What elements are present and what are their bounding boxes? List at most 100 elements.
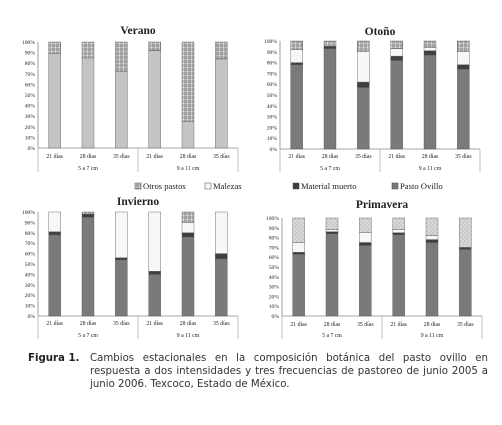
- x-tick-label: 35 días: [457, 322, 474, 328]
- legend-label-pasto-ovillo: Pasto Ovillo: [400, 181, 443, 191]
- y-tick-label: 80%: [25, 61, 36, 67]
- bar-otono-pasto-ovillo-2: [357, 87, 370, 150]
- bar-otono-otros-pastos-3: [390, 40, 403, 49]
- panel-title-invierno: Invierno: [117, 196, 159, 208]
- bar-verano-pasto-ovillo-1: [81, 57, 95, 149]
- bar-invierno-material-muerto-1: [81, 213, 95, 218]
- bar-verano-otros-pastos-2: [115, 41, 128, 72]
- y-tick-label: 50%: [25, 262, 36, 268]
- bar-invierno-otros-pastos-4: [181, 211, 195, 223]
- y-tick-label: 100%: [266, 216, 279, 222]
- bar-invierno-malezas-3: [148, 211, 161, 272]
- y-tick-label: 0%: [28, 146, 36, 152]
- bar-verano-pasto-ovillo-5: [215, 58, 228, 149]
- bar-invierno-material-muerto-0: [48, 231, 61, 236]
- bar-invierno-pasto-ovillo-3: [148, 274, 161, 317]
- y-tick-label: 70%: [267, 71, 278, 77]
- bar-otono-otros-pastos-5: [457, 40, 470, 53]
- chart-panels: Verano 0% 10% 20% 30% 40% 50% 60% 70% 80% 90% 100% 2…: [22, 25, 483, 339]
- x-tick-label: 21 días: [290, 322, 307, 328]
- x-tick-label: 28 días: [180, 321, 197, 327]
- y-tick-label: 60%: [25, 252, 36, 258]
- bar-otono-otros-pastos-1: [323, 40, 337, 47]
- chart-legend: Otros pastos Malezas Material muerto Pasto …: [134, 181, 443, 191]
- bar-verano-pasto-ovillo-4: [181, 121, 195, 149]
- bar-invierno-malezas-4: [181, 222, 195, 233]
- y-tick-label: 90%: [25, 220, 36, 226]
- bar-otono-material-muerto-2: [357, 81, 370, 88]
- y-tick-label: 0%: [270, 147, 278, 153]
- y-tick-label: 70%: [25, 72, 36, 78]
- y-tick-label: 70%: [269, 245, 280, 251]
- bar-primavera-malezas-0: [292, 242, 305, 253]
- panel-title-verano: Verano: [120, 25, 156, 37]
- bar-invierno-otros-pastos-1: [81, 211, 95, 215]
- panel-primavera: Primavera 0% 10% 20% 30% 40% 50% 60% 70% 80% 90% 10…: [266, 199, 483, 339]
- y-tick-label: 60%: [25, 82, 36, 88]
- y-tick-label: 40%: [267, 104, 278, 110]
- bar-primavera-otros-pastos-1: [325, 217, 339, 230]
- bar-invierno-pasto-ovillo-4: [181, 236, 195, 317]
- y-tick-label: 40%: [269, 275, 280, 281]
- y-tick-label: 50%: [25, 93, 36, 99]
- x-tick-label: 21 días: [390, 322, 407, 328]
- bar-otono-malezas-5: [457, 51, 470, 65]
- bar-primavera-malezas-1: [325, 229, 339, 232]
- panel-otono: Otoño 0% 10% 20% 30% 40% 50% 60% 70% 80% 90% 100% 21…: [264, 26, 481, 172]
- bar-primavera-pasto-ovillo-0: [292, 254, 305, 317]
- bar-invierno-malezas-0: [48, 211, 61, 232]
- y-tick-label: 80%: [267, 61, 278, 67]
- y-tick-label: 30%: [25, 114, 36, 120]
- bar-primavera-otros-pastos-3: [392, 217, 405, 230]
- bar-verano-otros-pastos-1: [81, 41, 95, 59]
- x-tick-label: 21 días: [46, 154, 63, 160]
- bar-primavera-malezas-3: [392, 229, 405, 233]
- bar-primavera-pasto-ovillo-5: [459, 249, 472, 317]
- group-label: 9 a 11 cm: [419, 166, 442, 172]
- bar-primavera-otros-pastos-4: [425, 217, 439, 236]
- y-tick-label: 10%: [25, 304, 36, 310]
- legend-label-malezas: Malezas: [213, 181, 242, 191]
- bar-otono-malezas-0: [290, 49, 303, 63]
- group-label: 5 a 7 cm: [320, 166, 340, 172]
- bar-otono-pasto-ovillo-4: [423, 54, 437, 150]
- bar-primavera-pasto-ovillo-2: [359, 245, 372, 317]
- x-tick-label: 35 días: [213, 154, 230, 160]
- y-tick-label: 20%: [25, 125, 36, 131]
- bar-invierno-pasto-ovillo-5: [215, 258, 228, 317]
- bar-primavera-pasto-ovillo-3: [392, 234, 405, 317]
- bar-otono-pasto-ovillo-5: [457, 68, 470, 150]
- bar-primavera-otros-pastos-5: [459, 217, 472, 248]
- group-label: 5 a 7 cm: [322, 333, 342, 339]
- y-tick-label: 90%: [269, 226, 280, 232]
- group-label: 5 a 7 cm: [78, 333, 98, 339]
- y-tick-label: 50%: [267, 93, 278, 99]
- bar-verano-otros-pastos-4: [181, 41, 195, 122]
- x-tick-label: 35 días: [355, 154, 372, 160]
- x-tick-label: 28 días: [80, 321, 97, 327]
- bar-primavera-material-muerto-2: [359, 242, 372, 246]
- group-label: 5 a 7 cm: [78, 166, 98, 172]
- y-tick-label: 60%: [269, 255, 280, 261]
- panel-verano: Verano 0% 10% 20% 30% 40% 50% 60% 70% 80% 90% 100% 2…: [22, 25, 239, 172]
- y-tick-label: 70%: [25, 241, 36, 247]
- legend-label-otros-pastos: Otros pastos: [143, 181, 186, 191]
- bar-primavera-material-muerto-5: [459, 247, 472, 250]
- bar-verano-pasto-ovillo-0: [48, 53, 61, 149]
- bar-otono-otros-pastos-2: [357, 40, 370, 53]
- y-tick-label: 20%: [269, 294, 280, 300]
- y-tick-label: 100%: [22, 40, 35, 46]
- x-tick-label: 28 días: [322, 154, 339, 160]
- y-tick-label: 80%: [269, 236, 280, 242]
- bar-primavera-otros-pastos-2: [359, 217, 372, 233]
- y-tick-label: 80%: [25, 231, 36, 237]
- x-tick-label: 21 días: [388, 154, 405, 160]
- bar-otono-pasto-ovillo-1: [323, 48, 337, 150]
- y-tick-label: 0%: [28, 314, 36, 320]
- bar-otono-malezas-4: [423, 47, 437, 51]
- bar-otono-material-muerto-3: [390, 55, 403, 61]
- x-tick-label: 35 días: [113, 154, 130, 160]
- x-tick-label: 28 días: [80, 154, 97, 160]
- panel-title-otono: Otoño: [365, 26, 396, 38]
- y-tick-label: 30%: [25, 283, 36, 289]
